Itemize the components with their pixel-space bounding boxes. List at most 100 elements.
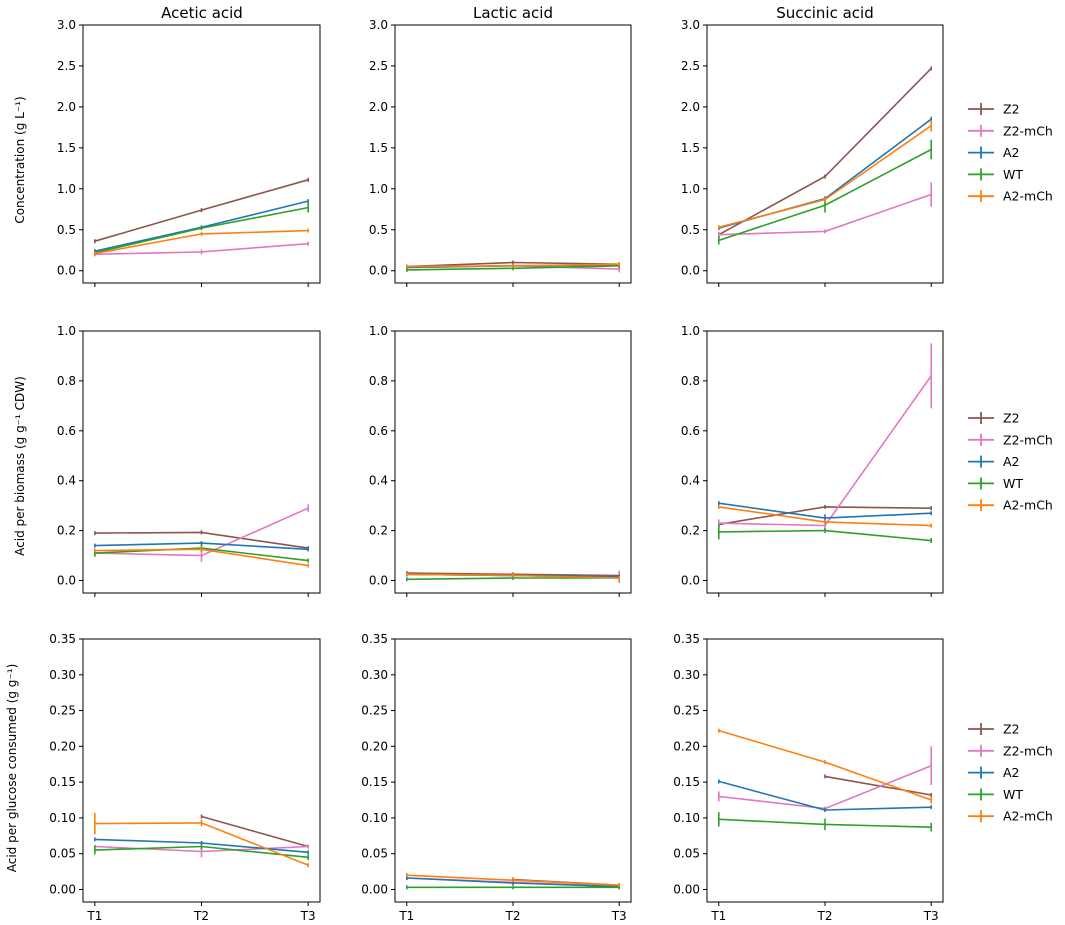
ytick-label: 0.00 bbox=[673, 882, 700, 896]
panel-r2-c2: 0.00 0.05 0.10 0.15 0.20 0.25 0.30 0.35 T1 T2 T3 bbox=[673, 632, 944, 923]
axes-frame bbox=[394, 330, 632, 594]
ytick-label: 2.5 bbox=[681, 59, 700, 73]
panel-r1-c0: 0.0 0.2 0.4 0.6 0.8 1.0 bbox=[57, 324, 321, 597]
ytick-label: 0.6 bbox=[681, 424, 700, 438]
ytick-label: 0.35 bbox=[49, 632, 76, 646]
panel-r0-c0: 0.0 0.5 1.0 1.5 2.0 2.5 3.0 bbox=[57, 18, 321, 287]
xtick-label: T2 bbox=[817, 909, 833, 923]
column-title-lactic: Lactic acid bbox=[473, 4, 553, 22]
ytick-label: 1.0 bbox=[369, 182, 388, 196]
ytick-label: 0.05 bbox=[673, 847, 700, 861]
legend-row-0: Z2 Z2-mCh A2 WT A2-mCh bbox=[968, 102, 1053, 204]
xtick-label: T3 bbox=[923, 909, 939, 923]
xtick-label: T3 bbox=[611, 909, 627, 923]
axes-frame bbox=[394, 638, 632, 903]
ytick-label: 0.8 bbox=[681, 374, 700, 388]
ytick-label: 0.0 bbox=[681, 264, 700, 278]
ytick-label: 0.5 bbox=[369, 223, 388, 237]
ytick-label: 0.6 bbox=[57, 424, 76, 438]
ytick-label: 0.2 bbox=[57, 524, 76, 538]
panels: 0.0 0.5 1.0 1.5 2.0 2.5 3.0 0.0 0.5 1.0 1.5 2.0 2.5 3… bbox=[49, 18, 944, 923]
panel-r0-c2: 0.0 0.5 1.0 1.5 2.0 2.5 3.0 bbox=[681, 18, 944, 287]
ylabel-acid-per-glucose: Acid per glucose consumed (g g⁻¹) bbox=[5, 664, 19, 873]
ytick-label: 1.0 bbox=[57, 182, 76, 196]
axes-frame bbox=[706, 330, 944, 594]
ytick-label: 0.10 bbox=[361, 811, 388, 825]
legend-label-wt: WT bbox=[1003, 787, 1023, 802]
ytick-label: 0.15 bbox=[49, 775, 76, 789]
ytick-label: 0.4 bbox=[57, 474, 76, 488]
ytick-label: 0.25 bbox=[49, 704, 76, 718]
ytick-label: 0.0 bbox=[57, 574, 76, 588]
legend-label-a2-mch: A2-mCh bbox=[1003, 809, 1053, 824]
ytick-label: 0.5 bbox=[57, 223, 76, 237]
ytick-label: 0.10 bbox=[673, 811, 700, 825]
ytick-label: 2.5 bbox=[369, 59, 388, 73]
ytick-label: 2.0 bbox=[681, 100, 700, 114]
ytick-label: 0.0 bbox=[369, 264, 388, 278]
panel-r1-c2: 0.0 0.2 0.4 0.6 0.8 1.0 bbox=[681, 324, 944, 597]
ytick-label: 0.0 bbox=[369, 574, 388, 588]
legend-label-a2-mch: A2-mCh bbox=[1003, 189, 1053, 204]
legend-label-wt: WT bbox=[1003, 476, 1023, 491]
ytick-label: 0.30 bbox=[361, 668, 388, 682]
ytick-label: 0.10 bbox=[49, 811, 76, 825]
legends: Z2Z2-mChA2WTA2-mChZ2Z2-mChA2WTA2-mChZ2Z2… bbox=[968, 102, 1053, 824]
legend-label-z2: Z2 bbox=[1003, 722, 1020, 737]
legend-label-a2-mch: A2-mCh bbox=[1003, 498, 1053, 513]
legend-label-z2: Z2 bbox=[1003, 411, 1020, 426]
series-line-z2 bbox=[824, 775, 932, 796]
ytick-label: 1.0 bbox=[681, 182, 700, 196]
legend-label-z2-mch: Z2-mCh bbox=[1003, 123, 1053, 138]
ytick-label: 0.30 bbox=[49, 668, 76, 682]
ytick-label: 0.00 bbox=[49, 882, 76, 896]
ytick-label: 0.20 bbox=[49, 739, 76, 753]
ytick-label: 0.30 bbox=[673, 668, 700, 682]
ytick-label: 0.15 bbox=[673, 775, 700, 789]
ytick-label: 1.0 bbox=[681, 324, 700, 338]
panel-r0-c1: 0.0 0.5 1.0 1.5 2.0 2.5 3.0 bbox=[369, 18, 632, 287]
column-title-succinic: Succinic acid bbox=[776, 4, 874, 22]
axes-frame bbox=[82, 24, 321, 284]
legend-label-a2: A2 bbox=[1003, 765, 1020, 780]
ytick-label: 0.05 bbox=[361, 847, 388, 861]
ytick-label: 0.2 bbox=[369, 524, 388, 538]
legend-label-z2-mch: Z2-mCh bbox=[1003, 432, 1053, 447]
ytick-label: 0.8 bbox=[369, 374, 388, 388]
ytick-label: 0.25 bbox=[673, 704, 700, 718]
ytick-label: 3.0 bbox=[57, 18, 76, 32]
ytick-label: 3.0 bbox=[681, 18, 700, 32]
ytick-label: 0.35 bbox=[673, 632, 700, 646]
column-title-acetic: Acetic acid bbox=[161, 4, 243, 22]
panel-r1-c1: 0.0 0.2 0.4 0.6 0.8 1.0 bbox=[369, 324, 632, 597]
axes-frame bbox=[706, 638, 944, 903]
ytick-label: 0.4 bbox=[369, 474, 388, 488]
ylabel-concentration: Concentration (g L⁻¹) bbox=[13, 96, 27, 223]
ytick-label: 0.20 bbox=[673, 739, 700, 753]
ytick-label: 0.2 bbox=[681, 524, 700, 538]
ytick-label: 0.00 bbox=[361, 882, 388, 896]
ytick-label: 0.0 bbox=[57, 264, 76, 278]
ytick-label: 0.8 bbox=[57, 374, 76, 388]
ytick-label: 1.5 bbox=[369, 141, 388, 155]
series-line-z2 bbox=[201, 815, 309, 848]
ytick-label: 1.0 bbox=[369, 324, 388, 338]
series-line-z2-mch bbox=[718, 375, 932, 527]
xtick-label: T3 bbox=[300, 909, 316, 923]
xtick-label: T1 bbox=[710, 909, 726, 923]
ytick-label: 0.20 bbox=[361, 739, 388, 753]
axes-frame bbox=[82, 638, 321, 903]
legend-label-z2: Z2 bbox=[1003, 102, 1020, 117]
xtick-label: T2 bbox=[193, 909, 209, 923]
axes-frame bbox=[394, 24, 632, 284]
legend-row-2: Z2 Z2-mCh A2 WT A2-mCh bbox=[968, 722, 1053, 824]
legend-label-a2: A2 bbox=[1003, 145, 1020, 160]
ytick-label: 1.5 bbox=[681, 141, 700, 155]
panel-r2-c0: 0.00 0.05 0.10 0.15 0.20 0.25 0.30 0.35 T1 T2 T3 bbox=[49, 632, 321, 923]
ytick-label: 1.0 bbox=[57, 324, 76, 338]
series-line-wt bbox=[718, 148, 932, 242]
legend-label-wt: WT bbox=[1003, 167, 1023, 182]
ytick-label: 0.35 bbox=[361, 632, 388, 646]
xtick-label: T2 bbox=[505, 909, 521, 923]
